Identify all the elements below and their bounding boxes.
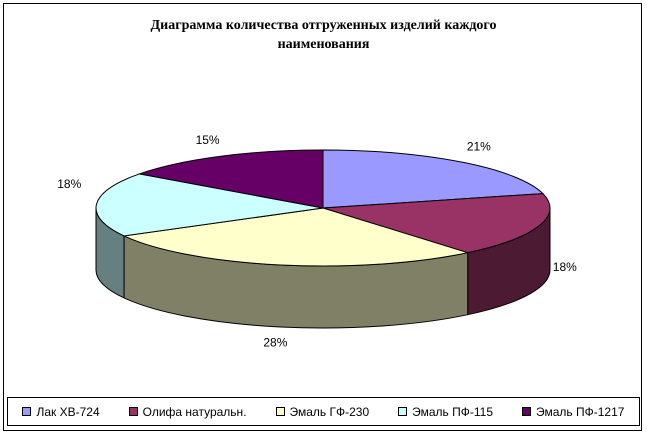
legend-swatch bbox=[522, 407, 532, 416]
legend-item-2: Эмаль ГФ-230 bbox=[275, 404, 370, 419]
data-label-4: 15% bbox=[196, 133, 220, 147]
legend-label: Эмаль ПФ-1217 bbox=[536, 404, 625, 419]
legend-item-4: Эмаль ПФ-1217 bbox=[522, 405, 624, 419]
pie-slice-0 bbox=[322, 149, 545, 209]
legend-label: Лак ХВ-724 bbox=[36, 404, 100, 419]
legend-item-1: Олифа натуральн. bbox=[128, 404, 247, 419]
data-label-0: 21% bbox=[467, 140, 491, 154]
pie-slice-4 bbox=[137, 149, 324, 209]
legend-label: Эмаль ПФ-115 bbox=[412, 404, 494, 419]
data-label-1: 18% bbox=[553, 260, 577, 274]
chart-title: Диаграмма количества отгруженных изделий… bbox=[150, 18, 497, 52]
legend-label: Эмаль ГФ-230 bbox=[289, 404, 370, 419]
chart-legend: Лак ХВ-724 Олифа натуральн. Эмаль ГФ-230 Эм… bbox=[7, 397, 640, 426]
legend-item-0: Лак ХВ-724 bbox=[22, 404, 100, 419]
pie-slice-2 bbox=[122, 207, 470, 267]
legend-swatch bbox=[398, 407, 408, 416]
legend-item-3: Эмаль ПФ-115 bbox=[398, 405, 493, 419]
legend-swatch bbox=[22, 407, 32, 416]
legend-swatch bbox=[275, 407, 285, 416]
data-label-3: 18% bbox=[57, 177, 81, 191]
legend-swatch bbox=[128, 407, 138, 416]
legend-label: Олифа натуральн. bbox=[142, 404, 247, 419]
pie-slice-3 bbox=[95, 173, 324, 237]
data-label-2: 28% bbox=[263, 336, 287, 350]
pie-slice-1 bbox=[322, 193, 551, 254]
